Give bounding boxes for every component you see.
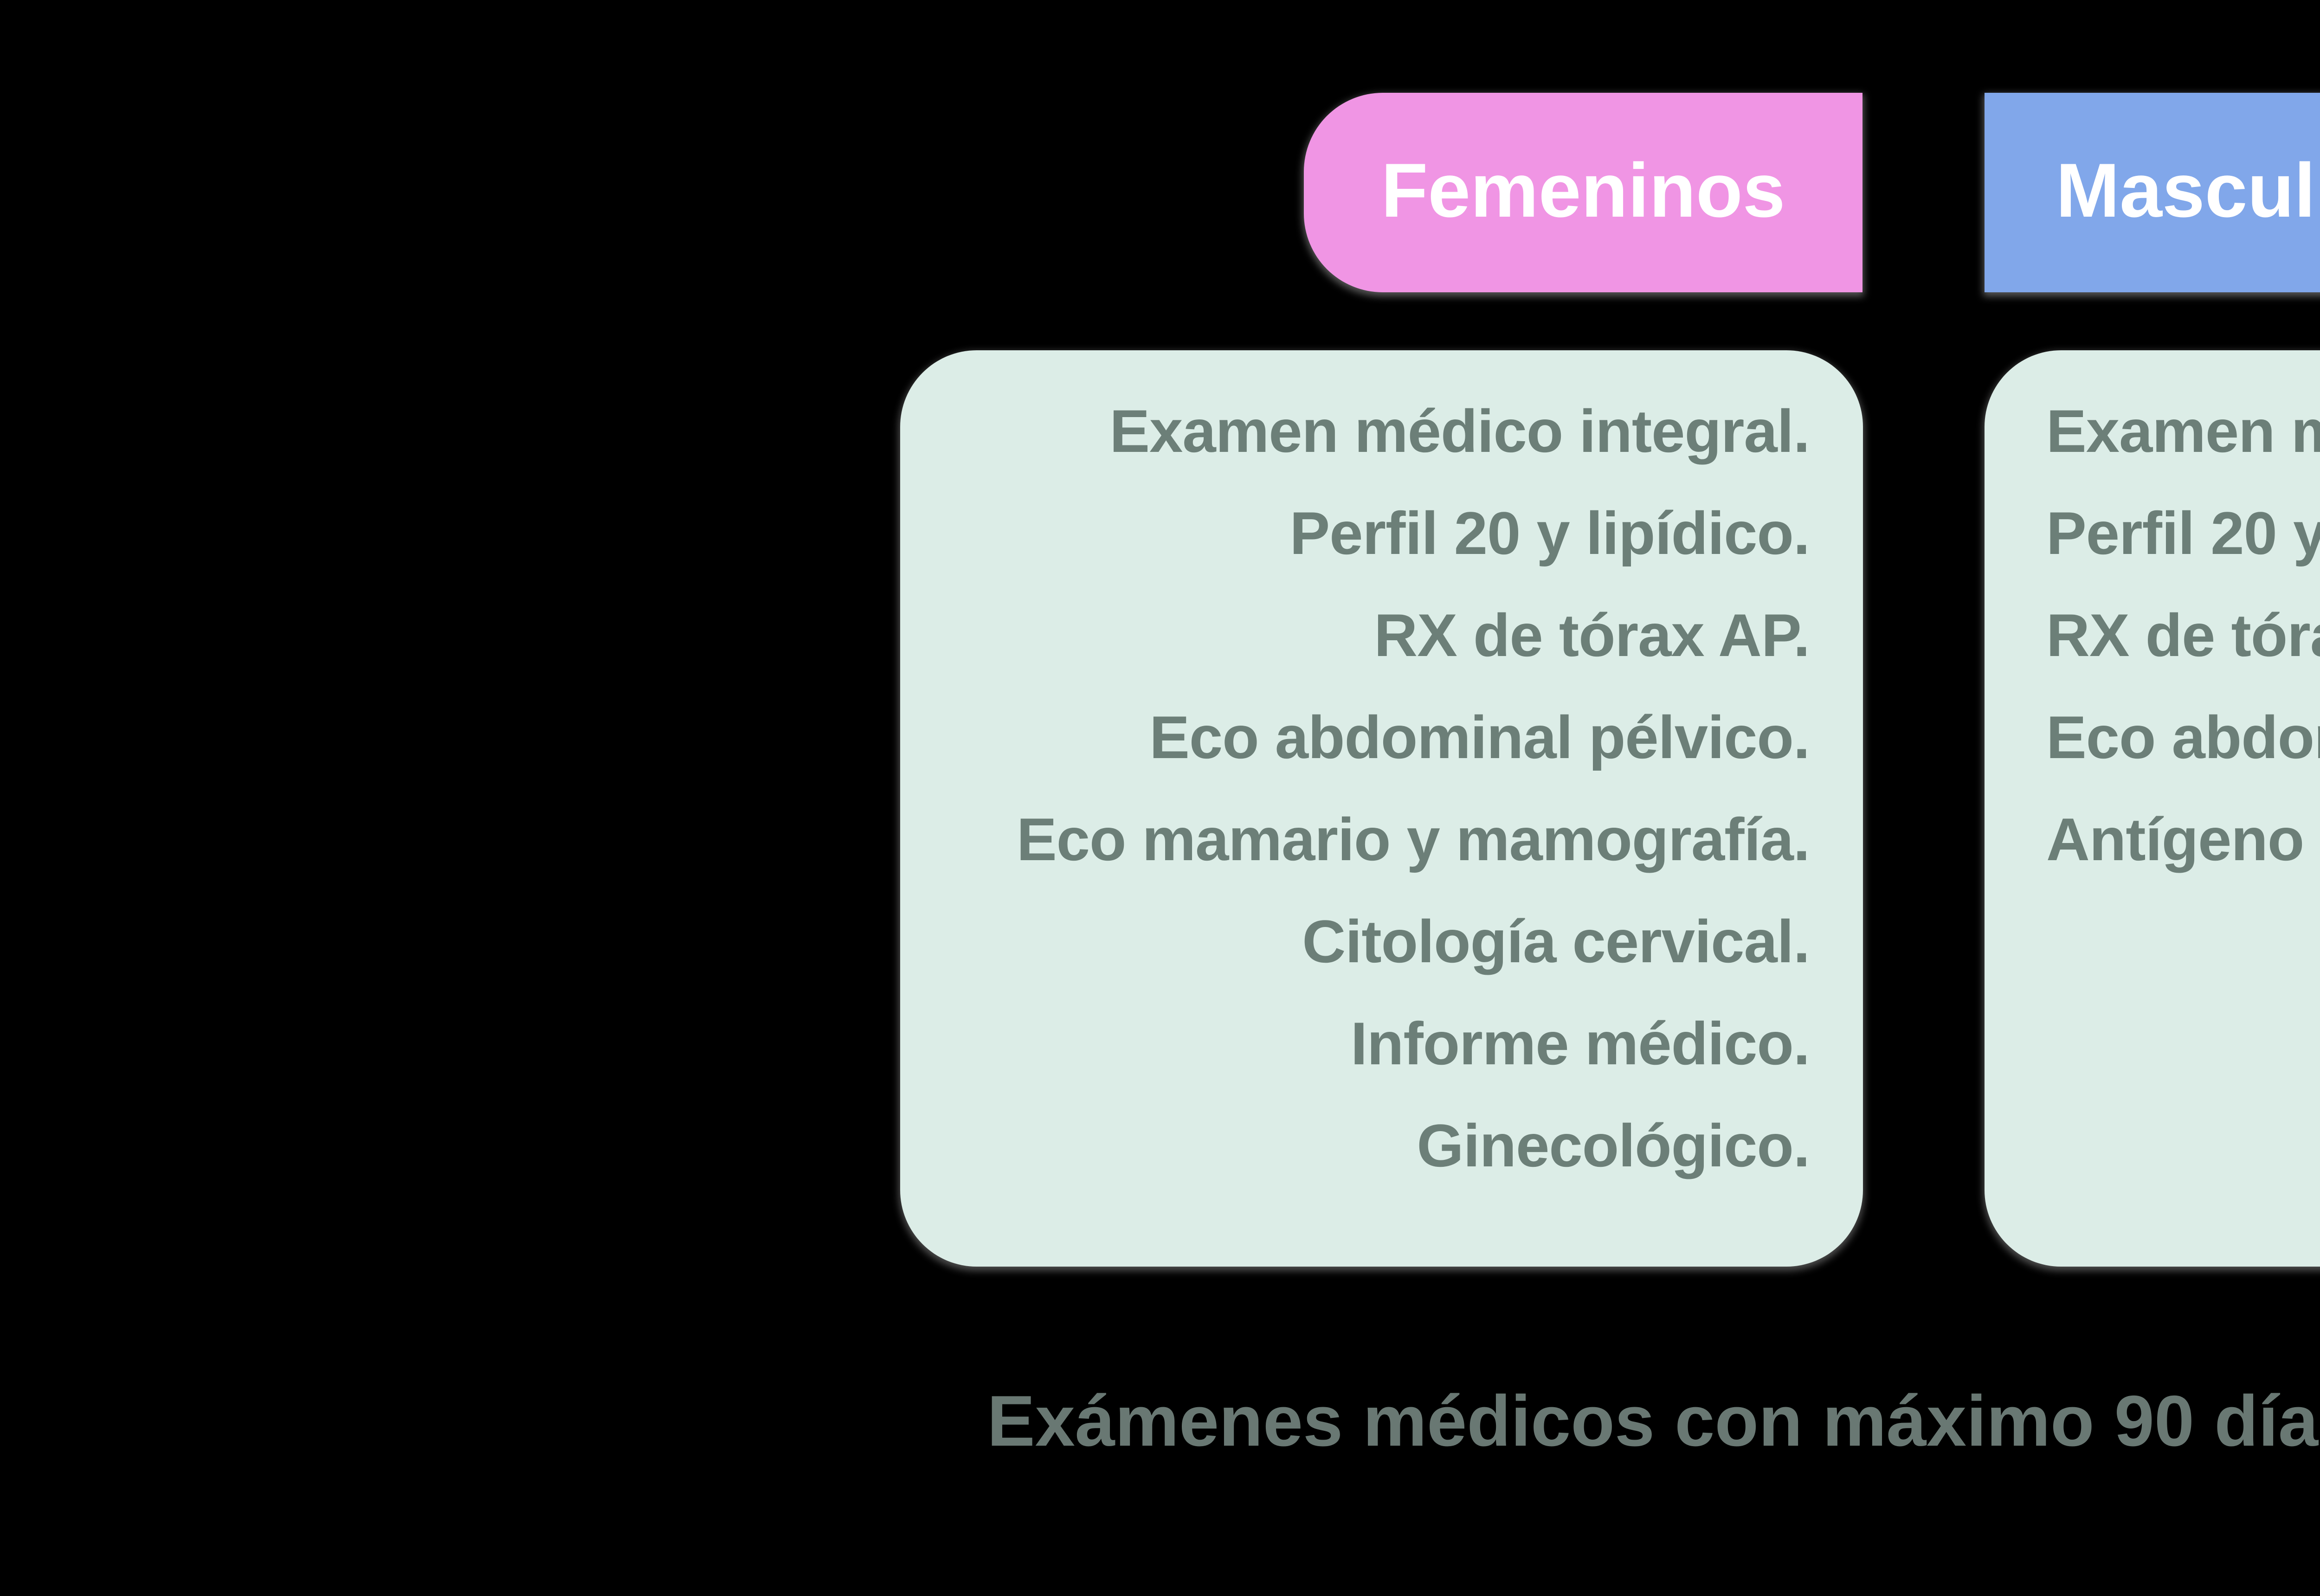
- exam-line: Antígeno prostático T-F.: [2046, 805, 2320, 873]
- male-exams-list: Examen médico integral. Perfil 20 y lipíd…: [2046, 380, 2320, 890]
- exam-line: Examen médico integral.: [2046, 397, 2320, 465]
- exam-line: Eco abdominal pélvico.: [2046, 703, 2320, 771]
- exam-line: Perfil 20 y lipídico.: [2046, 499, 2320, 567]
- exam-line: Perfil 20 y lipídico.: [1289, 499, 1811, 567]
- exam-line: Ginecológico.: [1417, 1112, 1810, 1179]
- female-header-label: Femeninos: [1381, 147, 1785, 233]
- exam-line: Examen médico integral.: [1109, 397, 1810, 465]
- male-header-pill: Masculinos: [1985, 93, 2320, 292]
- exam-line: Eco mamario y mamografía.: [1017, 805, 1810, 873]
- female-exams-list: Examen médico integral. Perfil 20 y lipíd…: [947, 380, 1810, 1197]
- validity-note: Exámenes médicos con máximo 90 días de v…: [987, 1381, 2320, 1461]
- male-exams-card: Examen médico integral. Perfil 20 y lipíd…: [1985, 350, 2320, 1267]
- exam-line: RX de tórax AP.: [2046, 601, 2320, 669]
- exam-line: Eco abdominal pélvico.: [1149, 703, 1810, 771]
- exam-line: RX de tórax AP.: [1374, 601, 1810, 669]
- male-header-label: Masculinos: [2056, 147, 2320, 233]
- female-exams-card: Examen médico integral. Perfil 20 y lipíd…: [900, 350, 1863, 1267]
- exam-line: Citología cervical.: [1302, 907, 1810, 975]
- female-header-pill: Femeninos: [1304, 93, 1862, 292]
- exam-line: Informe médico.: [1350, 1010, 1810, 1077]
